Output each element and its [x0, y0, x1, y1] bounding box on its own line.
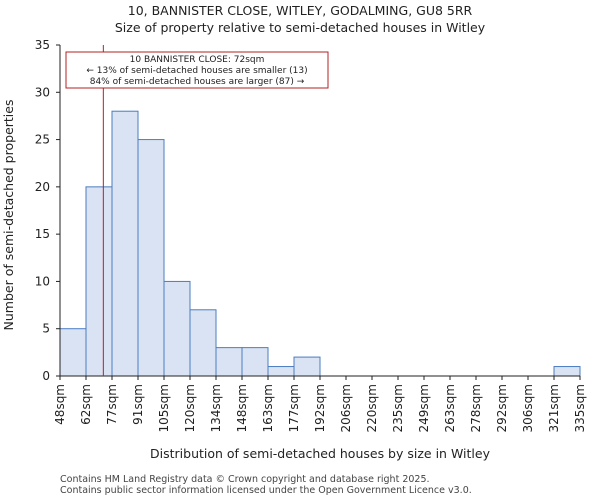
y-tick-label: 5 [42, 322, 50, 336]
bar-177sqm [293, 356, 321, 377]
y-axis-label: Number of semi-detached properties [1, 100, 16, 331]
bar-120sqm [189, 309, 217, 377]
x-tick-label: 77sqm [105, 384, 119, 425]
x-tick-label: 249sqm [417, 384, 431, 432]
bar-148sqm [241, 347, 269, 377]
y-tick-label: 10 [35, 274, 50, 288]
bar-105sqm [163, 280, 191, 377]
x-tick-label: 292sqm [495, 384, 509, 432]
bar-77sqm [111, 110, 139, 377]
bar-48sqm [59, 328, 87, 377]
bar-321sqm [553, 366, 581, 377]
annotation-line-1: 10 BANNISTER CLOSE: 72sqm [130, 55, 265, 65]
x-tick-label: 263sqm [443, 384, 457, 432]
y-tick-label: 25 [35, 133, 50, 147]
x-tick-label: 105sqm [157, 384, 171, 432]
x-tick-label: 206sqm [339, 384, 353, 432]
x-tick-label: 134sqm [209, 384, 223, 432]
y-tick-label: 0 [42, 369, 50, 383]
x-tick-label: 220sqm [365, 384, 379, 432]
y-tick-label: 30 [35, 85, 50, 99]
annotation-border [65, 51, 329, 89]
x-tick-label: 335sqm [573, 384, 587, 432]
axes-group [56, 44, 581, 380]
x-tick-label: 148sqm [235, 384, 249, 432]
x-tick-label: 62sqm [79, 384, 93, 425]
chart-title: 10, BANNISTER CLOSE, WITLEY, GODALMING, … [128, 3, 473, 18]
bar-134sqm [215, 347, 243, 377]
bar-62sqm [85, 186, 113, 377]
footer-attribution-1: Contains HM Land Registry data © Crown c… [60, 474, 430, 485]
x-tick-label: 120sqm [183, 384, 197, 432]
annotation-line-3: 84% of semi-detached houses are larger (… [90, 77, 305, 87]
x-tick-label: 235sqm [391, 384, 405, 432]
x-tick-label: 306sqm [521, 384, 535, 432]
y-tick-label: 15 [35, 227, 50, 241]
x-tick-label: 321sqm [547, 384, 561, 432]
annotation-box: 10 BANNISTER CLOSE: 72sqm ← 13% of semi-… [65, 51, 329, 89]
footer-attribution-2: Contains public sector information licen… [60, 485, 472, 496]
chart-subtitle: Size of property relative to semi-detach… [115, 20, 486, 35]
bar-163sqm [267, 366, 295, 377]
bars-group [59, 110, 581, 377]
x-tick-label: 163sqm [261, 384, 275, 432]
annotation-line-2: ← 13% of semi-detached houses are smalle… [86, 66, 307, 76]
x-axis-label: Distribution of semi-detached houses by … [150, 446, 491, 461]
x-tick-label: 192sqm [313, 384, 327, 432]
y-tick-labels: 0 5 10 15 20 25 30 35 [35, 38, 50, 383]
x-tick-labels: 48sqm 62sqm 77sqm 91sqm 105sqm 120sqm 134sqm 14… [53, 384, 587, 432]
histogram-chart: 10, BANNISTER CLOSE, WITLEY, GODALMING, … [1, 3, 587, 461]
x-tick-label: 48sqm [53, 384, 67, 425]
x-tick-label: 177sqm [287, 384, 301, 432]
y-tick-label: 20 [35, 180, 50, 194]
y-tick-label: 35 [35, 38, 50, 52]
x-tick-label: 91sqm [131, 384, 145, 425]
x-tick-label: 278sqm [469, 384, 483, 432]
bar-91sqm [137, 139, 165, 377]
